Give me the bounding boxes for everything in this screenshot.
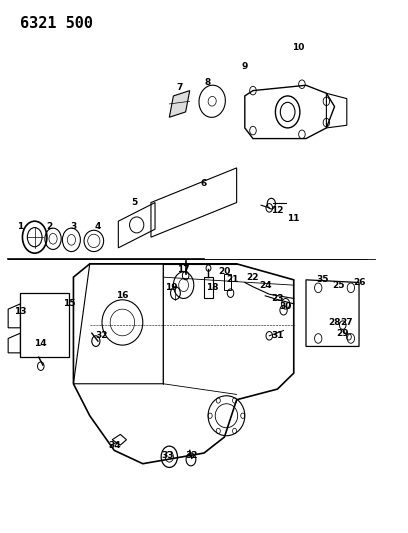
Text: 35: 35 [316,276,328,284]
Text: 2: 2 [46,222,52,231]
Text: 6321 500: 6321 500 [20,16,93,31]
Text: 5: 5 [131,198,138,207]
Text: 28: 28 [328,318,341,327]
Text: 6: 6 [201,180,207,188]
Text: 4: 4 [95,222,101,231]
Text: 1: 1 [17,222,24,231]
Bar [204,277,213,298]
Text: 16: 16 [116,292,129,300]
Polygon shape [169,91,190,117]
Text: 32: 32 [96,332,108,340]
Text: 10: 10 [292,44,304,52]
Text: 11: 11 [288,214,300,223]
Text: 15: 15 [63,300,75,308]
Text: 7: 7 [176,84,183,92]
Text: 30: 30 [279,302,292,311]
Text: 25: 25 [333,281,345,289]
Text: 26: 26 [353,278,365,287]
Text: 29: 29 [337,329,349,337]
Text: 21: 21 [226,276,239,284]
Text: 20: 20 [218,268,231,276]
Text: 18: 18 [206,284,218,292]
Text: 14: 14 [35,340,47,348]
Text: 34: 34 [108,441,120,449]
Text: 23: 23 [271,294,284,303]
Text: 32: 32 [186,451,198,460]
Text: 8: 8 [205,78,211,87]
Text: 31: 31 [271,332,284,340]
Text: 3: 3 [70,222,77,231]
Bar [224,274,231,290]
Text: 13: 13 [14,308,27,316]
Text: 9: 9 [242,62,248,71]
Text: 33: 33 [161,451,173,460]
Text: 27: 27 [341,318,353,327]
Text: 12: 12 [271,206,284,215]
Text: 17: 17 [177,265,190,273]
Text: 19: 19 [165,284,177,292]
Text: 24: 24 [259,281,271,289]
Text: 22: 22 [247,273,259,281]
